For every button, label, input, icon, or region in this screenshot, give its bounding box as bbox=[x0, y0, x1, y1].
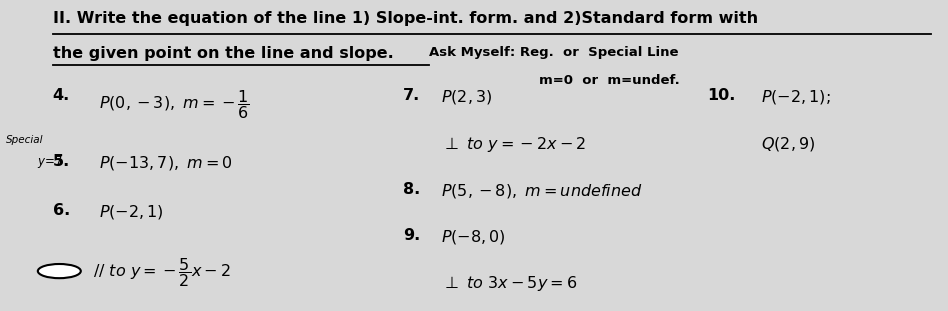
Text: 4.: 4. bbox=[53, 88, 70, 103]
Text: 10.: 10. bbox=[707, 88, 736, 103]
Text: $P(2,3)$: $P(2,3)$ bbox=[441, 88, 492, 106]
Text: $P(0,-3),\ m = -\dfrac{1}{6}$: $P(0,-3),\ m = -\dfrac{1}{6}$ bbox=[100, 88, 250, 121]
Text: 9.: 9. bbox=[403, 228, 420, 243]
Text: $y\!=\!7$: $y\!=\!7$ bbox=[37, 154, 64, 170]
Text: $P(-2,1)$: $P(-2,1)$ bbox=[100, 203, 164, 221]
Text: $P(-2,1);$: $P(-2,1);$ bbox=[761, 88, 830, 106]
Text: $Q(2,9)$: $Q(2,9)$ bbox=[761, 136, 815, 153]
Text: 5.: 5. bbox=[53, 154, 70, 169]
Text: the given point on the line and slope.: the given point on the line and slope. bbox=[53, 46, 393, 61]
Circle shape bbox=[38, 264, 81, 278]
Text: $\bot\ to\ y = -2x - 2$: $\bot\ to\ y = -2x - 2$ bbox=[441, 136, 586, 155]
Text: II. Write the equation of the line 1) Slope-int. form. and 2)Standard form with: II. Write the equation of the line 1) Sl… bbox=[53, 11, 757, 26]
Text: $P(-8,0)$: $P(-8,0)$ bbox=[441, 228, 505, 246]
Text: 6.: 6. bbox=[53, 203, 70, 218]
Text: $P(5,-8),\ m = undefined$: $P(5,-8),\ m = undefined$ bbox=[441, 182, 642, 200]
Text: $//\ to\ y = -\dfrac{5}{2}x - 2$: $//\ to\ y = -\dfrac{5}{2}x - 2$ bbox=[93, 256, 230, 289]
Text: 7.: 7. bbox=[403, 88, 420, 103]
Text: Ask Myself: Reg.  or  Special Line: Ask Myself: Reg. or Special Line bbox=[429, 46, 679, 59]
Text: $\bot\ to\ 3x - 5y = 6$: $\bot\ to\ 3x - 5y = 6$ bbox=[441, 274, 577, 293]
Text: $P(-13,7),\ m = 0$: $P(-13,7),\ m = 0$ bbox=[100, 154, 233, 172]
Text: 8.: 8. bbox=[403, 182, 420, 197]
Text: m=0  or  m=undef.: m=0 or m=undef. bbox=[538, 74, 680, 87]
Text: Special: Special bbox=[6, 136, 44, 146]
